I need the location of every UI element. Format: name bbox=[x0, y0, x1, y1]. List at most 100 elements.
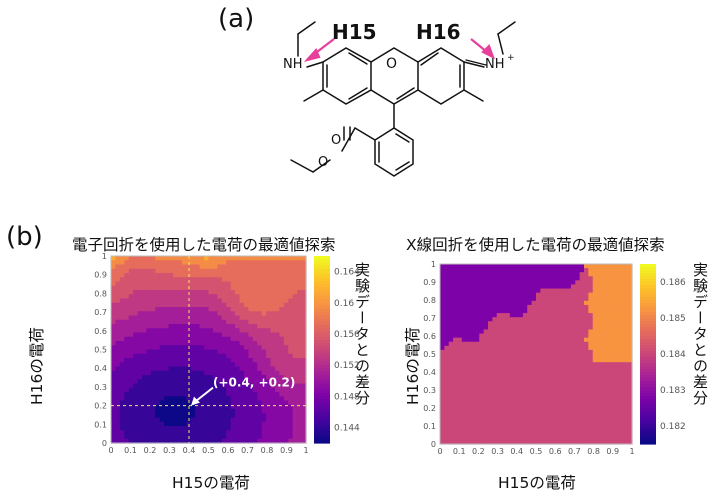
heatmap-cell bbox=[239, 298, 245, 304]
heatmap-cell bbox=[514, 411, 520, 416]
heatmap-cell bbox=[137, 268, 143, 274]
heatmap-cell bbox=[111, 328, 117, 334]
heatmap-cell bbox=[531, 370, 537, 376]
heatmap-cell bbox=[474, 415, 480, 421]
heatmap-cell bbox=[448, 284, 454, 290]
heatmap-cell bbox=[181, 434, 187, 440]
heatmap-cell bbox=[190, 294, 196, 300]
heatmap-cell bbox=[440, 366, 445, 371]
heatmap-cell bbox=[536, 386, 541, 392]
heatmap-cell bbox=[457, 276, 463, 281]
heatmap-cell bbox=[483, 300, 489, 306]
heatmap-cell bbox=[514, 292, 520, 298]
heatmap-cell bbox=[540, 390, 546, 396]
heatmap-cell bbox=[614, 337, 620, 343]
heatmap-cell bbox=[173, 345, 179, 351]
heatmap-cell bbox=[190, 332, 196, 338]
heatmap-cell bbox=[627, 264, 633, 269]
heatmap-cell bbox=[618, 415, 624, 421]
heatmap-cell bbox=[474, 309, 480, 314]
heatmap-cell bbox=[221, 277, 227, 283]
colorbar-segment bbox=[314, 405, 330, 410]
heatmap-cell bbox=[288, 375, 294, 380]
heatmap-cell bbox=[288, 383, 294, 389]
heatmap-cell bbox=[492, 399, 498, 404]
heatmap-cell bbox=[527, 341, 533, 347]
heatmap-cell bbox=[301, 421, 307, 427]
heatmap-cell bbox=[474, 292, 480, 298]
heatmap-cell bbox=[208, 379, 214, 385]
heatmap-cell bbox=[627, 292, 633, 298]
heatmap-cell bbox=[584, 345, 589, 351]
heatmap-cell bbox=[570, 292, 576, 298]
heatmap-cell bbox=[124, 260, 130, 266]
heatmap-cell bbox=[111, 430, 117, 436]
heatmap-cell bbox=[119, 417, 125, 423]
colorbar-segment bbox=[314, 321, 330, 326]
heatmap-cell bbox=[226, 345, 232, 351]
heatmap-cell bbox=[226, 349, 232, 355]
heatmap-cell bbox=[119, 277, 125, 283]
heatmap-cell bbox=[492, 329, 498, 335]
heatmap-cell bbox=[274, 370, 281, 376]
heatmap-cell bbox=[230, 294, 236, 300]
heatmap-cell bbox=[186, 349, 192, 355]
heatmap-cell bbox=[181, 260, 187, 266]
heatmap-cell bbox=[466, 374, 472, 380]
heatmap-cell bbox=[155, 294, 161, 300]
heatmap-cell bbox=[208, 430, 214, 436]
heatmap-cell bbox=[155, 341, 161, 346]
heatmap-cell bbox=[544, 399, 550, 404]
heatmap-cell bbox=[190, 336, 196, 342]
heatmap-cell bbox=[483, 390, 489, 396]
heatmap-cell bbox=[592, 268, 598, 273]
heatmap-cell bbox=[146, 328, 152, 334]
heatmap-cell bbox=[575, 313, 581, 318]
heatmap-cell bbox=[549, 329, 555, 335]
heatmap-cell bbox=[155, 290, 161, 295]
colorbar-segment bbox=[640, 372, 656, 376]
heatmap-cell bbox=[623, 296, 629, 302]
heatmap-cell bbox=[297, 383, 303, 389]
heatmap-cell bbox=[522, 337, 528, 343]
heatmap-cell bbox=[549, 292, 555, 298]
colorbar-segment bbox=[640, 270, 656, 274]
heatmap-cell bbox=[168, 409, 174, 414]
heatmap-cell bbox=[243, 438, 249, 444]
heatmap-cell bbox=[553, 292, 559, 298]
heatmap-cell bbox=[531, 382, 537, 388]
heatmap-cell bbox=[527, 329, 533, 335]
heatmap-cell bbox=[592, 374, 598, 380]
heatmap-cell bbox=[488, 345, 493, 351]
heatmap-cell bbox=[230, 328, 236, 334]
heatmap-cell bbox=[444, 370, 450, 376]
heatmap-cell bbox=[146, 273, 152, 278]
heatmap-cell bbox=[544, 419, 550, 425]
heatmap-cell bbox=[518, 427, 524, 433]
heatmap-cell bbox=[226, 277, 232, 283]
heatmap-cell bbox=[496, 325, 502, 331]
heatmap-cell bbox=[614, 288, 620, 294]
heatmap-cell bbox=[181, 273, 187, 278]
heatmap-cell bbox=[627, 309, 633, 314]
heatmap-cell bbox=[501, 358, 507, 363]
heatmap-cell bbox=[614, 358, 620, 363]
heatmap-cell bbox=[544, 288, 550, 294]
heatmap-cell bbox=[133, 336, 139, 342]
heatmap-cell bbox=[466, 431, 472, 437]
heatmap-cell bbox=[579, 382, 585, 388]
heatmap-cell bbox=[217, 438, 223, 444]
heatmap-cell bbox=[514, 345, 520, 351]
heatmap-cell bbox=[221, 392, 227, 397]
heatmap-cell bbox=[461, 374, 467, 380]
heatmap-cell bbox=[119, 375, 125, 380]
heatmap-cell bbox=[226, 426, 232, 431]
heatmap-cell bbox=[111, 370, 117, 376]
heatmap-cell bbox=[292, 294, 298, 300]
heatmap-cell bbox=[226, 375, 232, 380]
heatmap-cell bbox=[137, 375, 143, 380]
heatmap-cell bbox=[168, 392, 174, 397]
heatmap-cell bbox=[597, 276, 603, 281]
heatmap-cell bbox=[592, 309, 598, 314]
heatmap-cell bbox=[217, 319, 223, 325]
